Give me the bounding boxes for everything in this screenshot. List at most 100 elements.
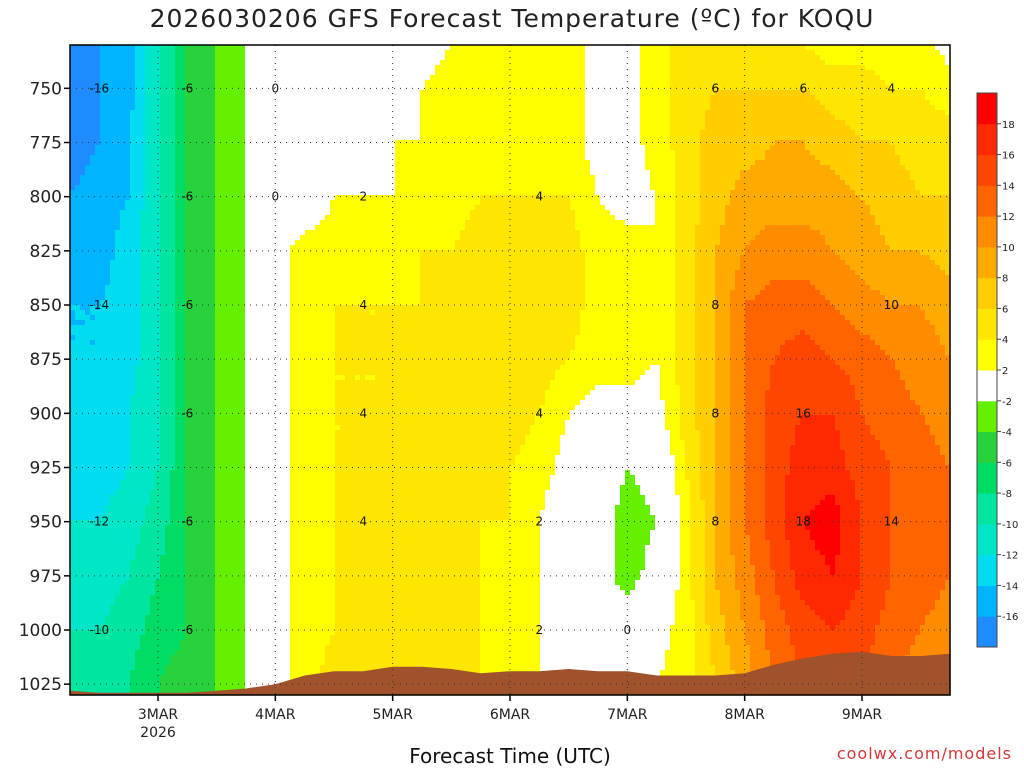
temperature-cell (240, 175, 246, 181)
temperature-cell (135, 495, 141, 501)
temperature-cell (220, 290, 226, 296)
temperature-cell (230, 135, 236, 141)
temperature-cell (135, 625, 141, 631)
temperature-cell (115, 375, 121, 381)
temperature-cell (80, 530, 86, 536)
temperature-cell (90, 65, 96, 71)
temperature-cell (225, 345, 231, 351)
temperature-cell (120, 410, 126, 416)
temperature-cell (135, 75, 141, 81)
temperature-cell (220, 585, 226, 591)
temperature-cell (75, 90, 81, 96)
temperature-cell (135, 65, 141, 71)
temperature-cell (70, 195, 76, 201)
temperature-cell (150, 175, 156, 181)
temperature-cell (225, 610, 231, 616)
temperature-cell (240, 475, 246, 481)
temperature-cell (90, 125, 96, 131)
temperature-cell (175, 170, 181, 176)
temperature-cell (120, 580, 126, 586)
temperature-cell (160, 565, 166, 571)
temperature-cell (215, 510, 221, 516)
temperature-cell (250, 395, 256, 401)
temperature-cell (165, 300, 171, 306)
temperature-cell (140, 425, 146, 431)
temperature-cell (85, 160, 91, 166)
temperature-cell (90, 240, 96, 246)
temperature-cell (215, 125, 221, 131)
temperature-cell (170, 585, 176, 591)
temperature-cell (210, 135, 216, 141)
temperature-cell (85, 550, 91, 556)
temperature-cell (220, 350, 226, 356)
temperature-cell (115, 95, 121, 101)
temperature-cell (110, 190, 116, 196)
temperature-cell (200, 505, 206, 511)
temperature-cell (185, 575, 191, 581)
temperature-cell (205, 345, 211, 351)
temperature-cell (135, 290, 141, 296)
temperature-cell (120, 365, 126, 371)
temperature-cell (100, 605, 106, 611)
temperature-cell (125, 350, 131, 356)
temperature-cell (120, 395, 126, 401)
temperature-cell (170, 450, 176, 456)
temperature-cell (115, 270, 121, 276)
temperature-cell (110, 110, 116, 116)
temperature-cell (255, 210, 261, 216)
temperature-cell (210, 370, 216, 376)
temperature-cell (200, 320, 206, 326)
temperature-cell (250, 85, 256, 91)
temperature-cell (190, 460, 196, 466)
temperature-cell (210, 265, 216, 271)
temperature-cell (180, 215, 186, 221)
temperature-cell (235, 520, 241, 526)
temperature-cell (130, 170, 136, 176)
temperature-cell (130, 380, 136, 386)
temperature-cell (80, 535, 86, 541)
temperature-cell (175, 640, 181, 646)
temperature-cell (125, 170, 131, 176)
temperature-cell (215, 300, 221, 306)
temperature-cell (100, 370, 106, 376)
temperature-cell (95, 460, 101, 466)
temperature-cell (205, 400, 211, 406)
temperature-cell (215, 485, 221, 491)
temperature-cell (175, 205, 181, 211)
temperature-cell (185, 170, 191, 176)
temperature-cell (155, 130, 161, 136)
temperature-cell (245, 380, 251, 386)
temperature-cell (110, 475, 116, 481)
temperature-cell (215, 665, 221, 671)
temperature-cell (150, 95, 156, 101)
temperature-cell (185, 250, 191, 256)
temperature-cell (145, 150, 151, 156)
temperature-cell (105, 570, 111, 576)
temperature-cell (190, 345, 196, 351)
temperature-cell (195, 620, 201, 626)
temperature-cell (160, 535, 166, 541)
temperature-cell (175, 240, 181, 246)
temperature-cell (170, 650, 176, 656)
temperature-cell (90, 235, 96, 241)
temperature-cell (180, 400, 186, 406)
temperature-cell (85, 95, 91, 101)
temperature-cell (130, 75, 136, 81)
temperature-cell (90, 495, 96, 501)
temperature-cell (215, 65, 221, 71)
temperature-cell (240, 510, 246, 516)
temperature-cell (200, 670, 206, 676)
temperature-cell (230, 120, 236, 126)
temperature-cell (120, 145, 126, 151)
temperature-cell (85, 570, 91, 576)
temperature-cell (215, 660, 221, 666)
temperature-cell (160, 360, 166, 366)
temperature-cell (110, 685, 116, 691)
temperature-cell (145, 540, 151, 546)
temperature-cell (210, 305, 216, 311)
temperature-cell (80, 110, 86, 116)
temperature-cell (75, 290, 81, 296)
temperature-cell (90, 245, 96, 251)
temperature-cell (145, 480, 151, 486)
temperature-cell (225, 350, 231, 356)
